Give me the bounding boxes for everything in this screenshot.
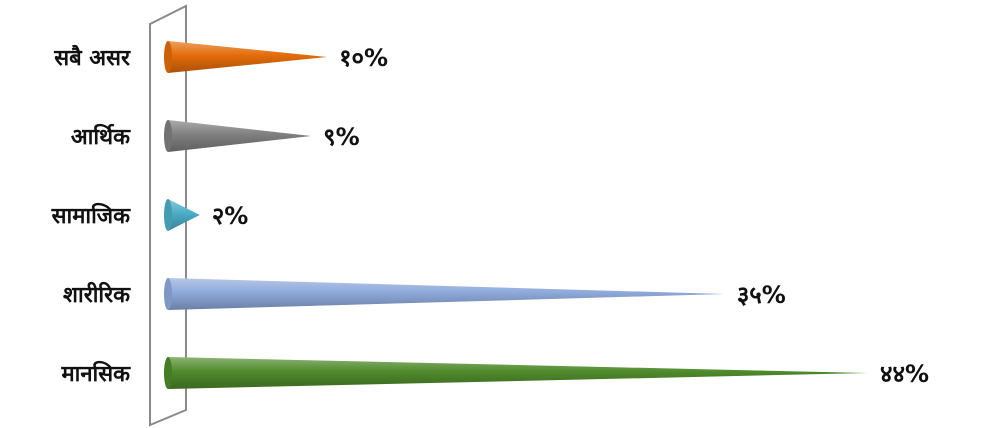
bar-5 [168,357,868,389]
bar-base-4 [164,278,172,310]
bar-base-3 [164,199,172,231]
data-label: ३५% [737,281,786,309]
labels-layer: सबै असर १०% आर्थिक ९% सामाजिक २% शारीरिक ३५% मान… [51,44,929,388]
data-label: ९% [323,123,360,151]
bar-base-5 [164,357,172,389]
category-label: शारीरिक [63,281,131,308]
category-label: मानसिक [60,360,131,387]
data-label: २% [212,202,249,230]
bar-2 [168,120,312,152]
bar-4 [168,278,725,310]
bar-base-2 [164,120,172,152]
data-label: ४४% [880,360,929,388]
bars-layer [164,41,868,389]
category-label: आर्थिक [71,123,131,150]
data-label: १०% [339,44,388,72]
bar-1 [168,41,328,73]
category-label: सबै असर [53,44,131,71]
category-label: सामाजिक [51,202,131,229]
bar-3 [168,199,200,231]
bar-base-1 [164,41,172,73]
